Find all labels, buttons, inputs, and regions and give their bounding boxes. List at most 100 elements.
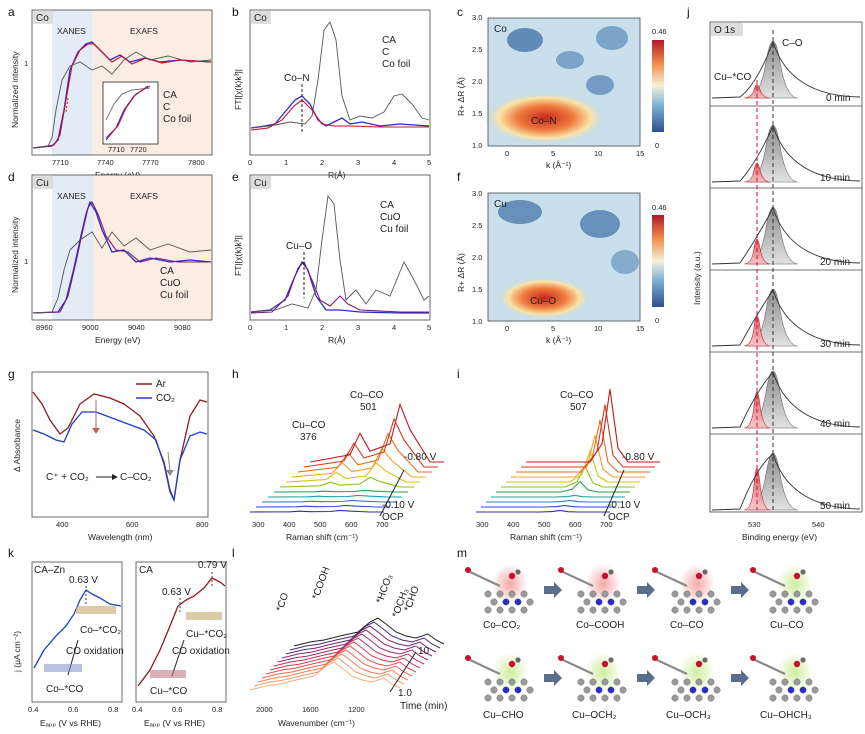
panel-letter: d [8, 170, 15, 184]
potential-arrow [379, 469, 405, 517]
x-tick: 0.6 [68, 705, 78, 714]
atom [799, 598, 807, 606]
envelope-line [711, 40, 861, 99]
x-tick: 4 [392, 158, 396, 167]
curve-cu-foil [250, 194, 430, 313]
atom [601, 694, 609, 702]
x-tick: 1 [284, 158, 288, 167]
atom [805, 678, 813, 686]
y-axis-label: Δ Absorbance [12, 419, 22, 472]
atom [613, 590, 621, 598]
mechanism-row-1 [465, 564, 819, 614]
x-tick: 15 [636, 324, 644, 333]
atom [805, 590, 813, 598]
x-tick: 530 [748, 520, 761, 529]
potential-top: -0.80 V [404, 452, 437, 463]
panel-letter: h [232, 367, 239, 381]
intermediate-label: Co–CO₂ [483, 620, 520, 631]
right-peak-label-2: 0.79 V [198, 560, 227, 571]
atom [683, 678, 691, 686]
time-axis-label: Time (min) [400, 701, 447, 712]
panel-letter: k [8, 546, 15, 560]
arrow-head [92, 428, 100, 434]
tag-box [33, 11, 53, 24]
heatmap-blob [556, 51, 584, 69]
x-tick: 10 [594, 324, 602, 333]
adsorbate-atom [608, 569, 614, 575]
atom [775, 598, 783, 606]
peak-label-c-o: C–O [782, 38, 803, 49]
oxygen-atom [558, 567, 564, 573]
atom [707, 606, 715, 614]
spectrum-line [269, 641, 421, 671]
panel-l: l *CO *COOH *HCO₃ *OCH₃ *CHO 10 1.0 Time… [232, 546, 447, 728]
atom [496, 606, 504, 614]
spectrum-line [253, 657, 405, 687]
atom [577, 678, 585, 686]
x-tick: 7710 [52, 158, 69, 167]
spectrum-line [309, 402, 444, 463]
arrow-line [167, 451, 171, 473]
band-label: *CO [274, 591, 291, 613]
x-tick: 400 [283, 520, 296, 529]
atom [619, 686, 627, 694]
x-axis-label: k (Å⁻¹) [546, 160, 571, 170]
atom [520, 606, 528, 614]
panel-h: h Cu–CO 376 Co–CO 501 -0.80 V -0.10 V OC… [232, 367, 444, 542]
x-tick: 7770 [142, 158, 159, 167]
potential-mid: -0.10 V [608, 500, 641, 511]
tag-box [711, 23, 743, 36]
y-tick: 2.0 [472, 253, 482, 262]
atom [589, 694, 597, 702]
atom [671, 678, 679, 686]
y-axis-label: R+ ΔR (Å) [456, 253, 466, 292]
atom [577, 590, 585, 598]
inset-tick: 7720 [130, 145, 147, 154]
cv-curve-left [33, 589, 122, 669]
adsorbate-atom [793, 572, 801, 580]
peak-cu-co [743, 84, 771, 99]
region-label-xanes: XANES [57, 191, 86, 201]
curve-cuo [32, 200, 211, 314]
x-axis-label: k (Å⁻¹) [546, 335, 571, 345]
legend-ar: Ar [156, 379, 167, 390]
atom [601, 606, 609, 614]
adsorbate-atom [515, 657, 521, 663]
panel-a: a Co XANES EXAFS 7710 7720 CA C Co foil … [8, 5, 213, 180]
atom [496, 590, 504, 598]
peak-cu-co [743, 315, 771, 347]
y-tick: 3.0 [472, 13, 482, 22]
atom [490, 686, 498, 694]
legend-ca: CA [163, 90, 177, 101]
y-tick: 3.0 [472, 189, 482, 198]
heatmap-blob [580, 210, 620, 238]
curve-ar [32, 391, 208, 503]
colorbar-max: 0.46 [652, 203, 667, 212]
peak-value: 501 [360, 402, 377, 413]
ligand-chain [469, 659, 501, 675]
time-top: 10 [418, 646, 430, 657]
atom [769, 606, 777, 614]
ligand-chain [469, 571, 501, 587]
y-axis-label: j (μA cm⁻²) [12, 631, 22, 673]
legend-co-foil: Co foil [382, 59, 410, 70]
x-tick: 7800 [188, 158, 205, 167]
x-tick: 600 [126, 520, 139, 529]
legend-co-foil: Co foil [163, 114, 191, 125]
x-tick: 2 [320, 323, 324, 332]
atom [811, 598, 819, 606]
adsorbate-atom [800, 569, 806, 575]
heatmap-blob [611, 250, 639, 274]
peak-annotation: Co–N [284, 73, 310, 84]
heatmap-blob [507, 28, 543, 52]
spectrum-line [249, 661, 401, 691]
peak-label-cu-co: Cu–*CO [714, 72, 751, 83]
y-tick: 2.5 [472, 45, 482, 54]
inset-curve-c [105, 85, 151, 139]
ligand-chain [562, 659, 594, 675]
oxygen-atom [652, 655, 658, 661]
atom [671, 694, 679, 702]
x-tick: 2000 [256, 705, 273, 714]
x-tick: 0 [248, 158, 252, 167]
spectrum-line [516, 419, 650, 473]
